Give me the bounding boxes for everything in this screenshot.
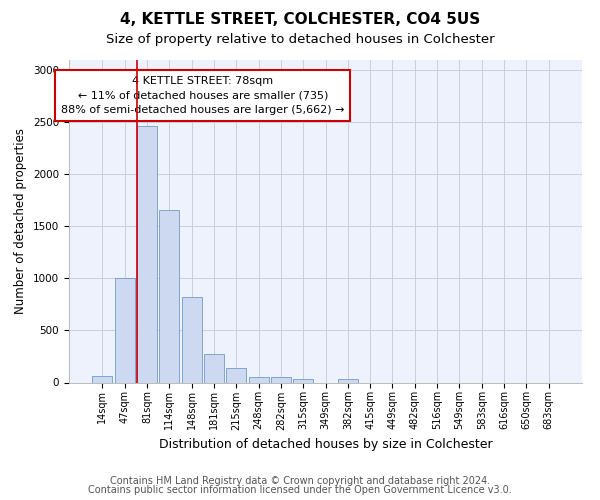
Bar <box>137 126 157 382</box>
Bar <box>248 377 269 382</box>
Y-axis label: Number of detached properties: Number of detached properties <box>14 128 28 314</box>
Text: 4 KETTLE STREET: 78sqm
← 11% of detached houses are smaller (735)
88% of semi-de: 4 KETTLE STREET: 78sqm ← 11% of detached… <box>61 76 344 115</box>
Bar <box>293 379 313 382</box>
Bar <box>159 210 179 382</box>
Text: Contains public sector information licensed under the Open Government Licence v3: Contains public sector information licen… <box>88 485 512 495</box>
Bar <box>204 354 224 382</box>
Text: Contains HM Land Registry data © Crown copyright and database right 2024.: Contains HM Land Registry data © Crown c… <box>110 476 490 486</box>
Bar <box>226 368 246 382</box>
Bar <box>271 378 291 382</box>
X-axis label: Distribution of detached houses by size in Colchester: Distribution of detached houses by size … <box>158 438 493 451</box>
Bar <box>338 380 358 382</box>
Text: Size of property relative to detached houses in Colchester: Size of property relative to detached ho… <box>106 32 494 46</box>
Bar <box>182 296 202 382</box>
Bar <box>115 278 135 382</box>
Bar <box>92 376 112 382</box>
Text: 4, KETTLE STREET, COLCHESTER, CO4 5US: 4, KETTLE STREET, COLCHESTER, CO4 5US <box>120 12 480 28</box>
